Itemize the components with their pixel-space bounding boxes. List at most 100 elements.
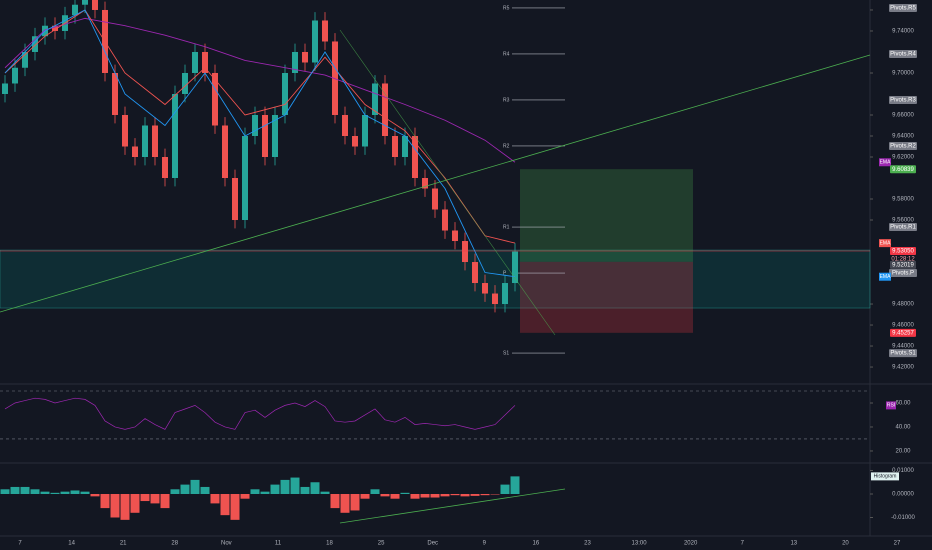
ema-badge-label: EMA — [880, 274, 892, 280]
y-tick-label: 40.00 — [895, 425, 911, 431]
trend-line — [339, 488, 566, 524]
series-badge-label: RSI — [887, 403, 895, 409]
histogram-bar — [510, 476, 520, 495]
price-badge-label: 9.52019 — [892, 262, 914, 268]
x-tick-label: 11 — [275, 541, 282, 547]
candle-body — [182, 72, 188, 94]
y-tick-label: 9.58000 — [892, 197, 914, 203]
y-tick-label: 60.00 — [895, 401, 911, 407]
trend-line — [0, 54, 871, 313]
series-badge-label: Histogram — [874, 474, 897, 480]
histogram-bar — [200, 486, 210, 495]
histogram-bar — [20, 486, 30, 495]
y-tick-label: 9.44000 — [892, 344, 914, 350]
histogram-bar — [140, 494, 150, 502]
y-tick-label: 9.48000 — [892, 302, 914, 308]
candle-body — [322, 20, 328, 42]
x-tick-label: 13 — [790, 541, 797, 547]
ema-badge — [879, 239, 891, 248]
price-badge — [889, 349, 917, 358]
x-tick-label: 2020 — [684, 541, 698, 547]
x-tick-label: 9 — [483, 541, 487, 547]
x-tick-label: Nov — [221, 541, 232, 547]
candle-body — [192, 51, 198, 73]
histogram-bar — [390, 494, 400, 499]
trend-line — [339, 29, 556, 336]
candle-body — [152, 125, 158, 158]
candle-body — [302, 51, 308, 63]
y-tick-label: 9.42000 — [892, 365, 914, 371]
price-badge-label: Pivots.R2 — [890, 144, 916, 150]
x-tick-label: Dec — [427, 541, 438, 547]
x-tick-label: 7 — [741, 541, 745, 547]
histogram-bar — [80, 491, 90, 495]
histogram-bar — [250, 489, 260, 495]
x-tick-label: 23 — [584, 541, 591, 547]
candle-body — [272, 114, 278, 158]
price-badge — [889, 3, 917, 12]
pivot-name: R2 — [503, 143, 510, 149]
candle-body — [482, 283, 488, 294]
price-badge-label: Pivots.P — [892, 271, 914, 277]
histogram-bar — [70, 490, 80, 495]
price-badge — [889, 223, 917, 232]
price-badge — [890, 246, 916, 255]
histogram-bar — [150, 494, 160, 504]
price-badge-label: 9.45257 — [892, 330, 914, 336]
zone — [0, 249, 871, 309]
histogram-bar — [10, 486, 20, 495]
histogram-bar — [260, 491, 270, 495]
candle-body — [92, 0, 98, 10]
histogram-bar — [220, 494, 230, 516]
candle-body — [412, 135, 418, 179]
histogram-bar — [170, 489, 180, 495]
x-tick-label: 16 — [533, 541, 540, 547]
countdown: 01:28:12 — [891, 257, 915, 263]
histogram-bar — [350, 494, 360, 511]
histogram-bar — [190, 479, 200, 495]
histogram-bar — [420, 494, 430, 498]
ema-line — [4, 9, 516, 244]
histogram-bar — [210, 494, 220, 504]
candle-body — [222, 125, 228, 179]
histogram-bar — [340, 494, 350, 513]
candle-body — [162, 157, 168, 179]
price-badge-label: Pivots.R1 — [890, 225, 916, 231]
histogram-bar — [130, 494, 140, 513]
candle-body — [432, 188, 438, 210]
price-badge-label: 9.60839 — [892, 167, 914, 173]
histogram-bar — [50, 492, 60, 495]
candle-body — [132, 146, 138, 158]
ema-badge-label: EMA — [880, 160, 892, 166]
candle-body — [232, 178, 238, 221]
candle-body — [202, 51, 208, 73]
histogram-bar — [180, 484, 190, 495]
histogram-bar — [410, 494, 420, 499]
histogram-bar — [310, 482, 320, 495]
candle-body — [252, 114, 258, 136]
plot-layer: 9.760009.740009.700009.660009.640009.620… — [0, 0, 917, 547]
histogram-bar — [100, 494, 110, 509]
histogram-bar — [300, 486, 310, 495]
y-tick-label: 0.01000 — [892, 468, 914, 474]
y-tick-label: 9.70000 — [892, 71, 914, 77]
y-tick-label: -0.01000 — [891, 515, 915, 521]
candle-body — [362, 114, 368, 147]
price-badge-label: Pivots.R5 — [890, 6, 916, 12]
histogram-bar — [320, 491, 330, 495]
price-badge-label: Pivots.R4 — [890, 52, 916, 58]
candle-body — [332, 41, 338, 115]
pivot-name: R4 — [503, 51, 510, 57]
histogram-bar — [110, 494, 120, 518]
histogram-bar — [400, 492, 410, 495]
pivot-name: R1 — [503, 224, 510, 230]
ema-line — [4, 9, 516, 278]
candle-body — [422, 178, 428, 189]
y-tick-label: 20.00 — [895, 449, 911, 455]
x-tick-label: 7 — [18, 541, 22, 547]
candle-body — [142, 125, 148, 158]
candle-body — [312, 20, 318, 63]
rsi-line — [4, 397, 516, 430]
